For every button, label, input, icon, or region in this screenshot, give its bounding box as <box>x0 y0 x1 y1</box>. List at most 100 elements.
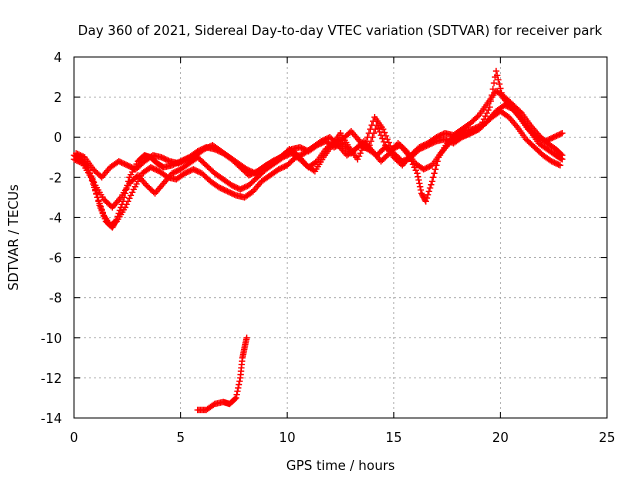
data-point <box>129 189 136 196</box>
data-point <box>357 150 364 157</box>
data-point <box>319 137 326 144</box>
x-tick-label: 5 <box>176 431 184 446</box>
data-point <box>242 183 250 190</box>
data-point <box>158 154 165 161</box>
data-point <box>421 165 429 172</box>
data-point <box>228 182 235 189</box>
data-point <box>247 168 255 175</box>
data-point <box>237 186 244 193</box>
data-point <box>465 130 473 138</box>
data-point <box>234 384 242 392</box>
axis-ticks <box>73 56 608 419</box>
data-point <box>159 154 167 162</box>
series-pass-4 <box>72 67 566 205</box>
data-point <box>221 186 228 194</box>
chart-title: Day 360 of 2021, Sidereal Day-to-day VTE… <box>78 24 603 39</box>
data-point <box>409 161 417 168</box>
data-point <box>119 160 127 167</box>
data-point <box>377 132 385 139</box>
data-point <box>497 85 504 92</box>
data-point <box>235 381 243 388</box>
data-point <box>184 168 191 176</box>
data-point <box>395 142 402 150</box>
y-tick-label: -14 <box>41 412 62 427</box>
data-point <box>549 158 557 166</box>
data-point <box>433 134 440 141</box>
data-point <box>229 190 237 198</box>
data-point <box>426 163 433 170</box>
y-tick-label: -12 <box>41 372 62 387</box>
data-point <box>361 141 368 148</box>
data-point <box>96 200 103 207</box>
data-point <box>379 126 387 133</box>
data-point <box>325 134 332 142</box>
data-point <box>151 166 159 173</box>
data-point <box>188 154 195 161</box>
data-point <box>452 132 459 139</box>
data-point <box>495 76 502 83</box>
data-point <box>180 157 188 164</box>
data-points <box>70 67 566 414</box>
data-point <box>534 134 542 142</box>
data-point <box>421 141 429 148</box>
data-point <box>474 113 481 120</box>
data-point <box>533 134 540 141</box>
data-point <box>419 142 426 150</box>
data-point <box>485 106 492 114</box>
data-point <box>246 167 253 174</box>
data-point <box>414 170 421 177</box>
data-point <box>498 89 505 96</box>
data-point <box>92 187 99 194</box>
y-axis-label: SDTVAR / TECUs <box>7 184 22 291</box>
data-point <box>536 135 543 142</box>
y-tick-label: 4 <box>54 51 62 66</box>
data-point <box>222 187 230 194</box>
data-point <box>278 164 285 172</box>
data-point <box>78 152 86 160</box>
data-point <box>220 186 227 193</box>
data-point <box>217 184 224 192</box>
series-pass-5 <box>194 334 250 414</box>
data-point <box>539 136 546 144</box>
data-point <box>193 167 200 174</box>
data-point <box>232 184 240 191</box>
data-point <box>270 157 277 164</box>
data-point <box>441 136 449 143</box>
data-point <box>153 166 160 174</box>
data-point <box>163 156 171 164</box>
data-point <box>195 168 203 176</box>
data-point <box>320 136 328 144</box>
data-point <box>121 160 128 168</box>
data-point <box>243 166 250 173</box>
data-point <box>430 174 437 181</box>
data-point <box>245 172 253 179</box>
data-point <box>425 188 433 195</box>
data-point <box>232 394 240 402</box>
data-point <box>231 395 239 403</box>
data-point <box>318 138 325 145</box>
data-point <box>487 97 495 105</box>
data-point <box>417 143 425 150</box>
data-point <box>492 67 500 75</box>
data-point <box>416 144 423 151</box>
data-point <box>194 168 201 175</box>
data-point <box>218 185 226 192</box>
data-point <box>228 190 235 197</box>
data-point <box>374 125 382 132</box>
data-point <box>176 159 184 166</box>
data-point <box>391 144 398 152</box>
y-tick-label: -4 <box>49 211 62 226</box>
data-point <box>126 163 134 170</box>
data-point <box>122 161 130 168</box>
y-tick-label: -8 <box>49 292 62 307</box>
data-point <box>165 157 172 164</box>
data-point <box>238 185 245 192</box>
data-point <box>379 135 386 142</box>
grid <box>74 57 607 418</box>
data-point <box>116 158 124 166</box>
data-point <box>486 103 493 111</box>
data-point <box>362 138 370 145</box>
series-pass-3 <box>75 87 566 211</box>
data-point <box>382 132 390 140</box>
data-point <box>367 126 374 133</box>
